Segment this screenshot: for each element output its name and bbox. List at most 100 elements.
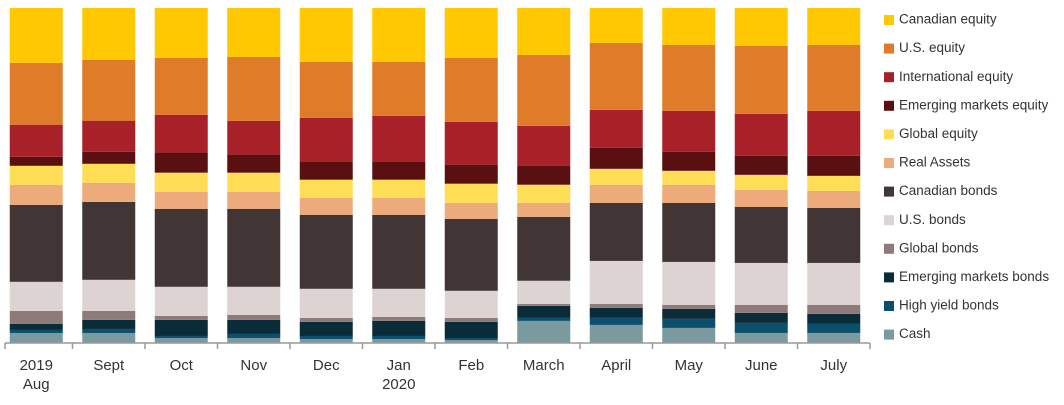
bar-segment (444, 8, 498, 58)
bar-segment (372, 214, 426, 289)
bar-segment (807, 44, 861, 111)
bar-segment (662, 261, 716, 305)
bar-segment (372, 115, 426, 162)
bar-segment (299, 179, 353, 198)
x-tick-label: Feb (458, 357, 485, 374)
bar-segment (299, 288, 353, 318)
bar-segment (372, 288, 426, 317)
bar-segment (227, 191, 281, 209)
bar-segment (82, 59, 136, 121)
bar-segment (444, 202, 498, 219)
bar-segment (154, 114, 208, 153)
bar-segment (662, 327, 716, 343)
bar-segment (444, 321, 498, 338)
bar-segment (82, 279, 136, 311)
bar-segment (299, 335, 353, 339)
bar-segment (734, 322, 788, 333)
bar-segment (444, 339, 498, 343)
legend-swatch (884, 43, 894, 54)
bar-segment (299, 321, 353, 336)
bar-segment (517, 216, 571, 281)
bar-segment (517, 305, 571, 318)
bar-segment (517, 280, 571, 304)
bar-segment (299, 8, 353, 62)
bar-segment (734, 304, 788, 313)
bar-segment (662, 110, 716, 152)
legend-label: Canadian bonds (899, 183, 998, 198)
bar-segment (227, 208, 281, 287)
bar-segment (517, 317, 571, 321)
legend-swatch (884, 301, 894, 311)
bar-segment (154, 191, 208, 209)
legend-label: Global bonds (899, 240, 979, 255)
bar-segment (227, 8, 281, 57)
legend-label: Cash (899, 326, 931, 341)
bar-segment (9, 329, 63, 333)
bar-segment (372, 161, 426, 180)
x-tick-label: Dec (312, 357, 340, 374)
bar-segment (517, 184, 571, 203)
bar-segment (589, 260, 643, 304)
bar-segment (807, 155, 861, 176)
bar-segment (372, 320, 426, 336)
bar-segment (589, 109, 643, 148)
bar-segment (9, 184, 63, 205)
x-tick-label: 2019 Aug (19, 357, 53, 393)
bar-segment (9, 323, 63, 330)
x-tick-label: April (601, 357, 632, 374)
bar-segment (589, 324, 643, 343)
bar-segment (9, 310, 63, 324)
bar-segment (154, 337, 208, 343)
bar-segment (154, 286, 208, 316)
bar-segment (154, 208, 208, 287)
bar-segment (444, 317, 498, 322)
bar-segment (227, 314, 281, 320)
bar-segment (299, 117, 353, 162)
bar-segment (227, 56, 281, 121)
bar-segment (662, 202, 716, 262)
bar-segment (807, 323, 861, 333)
bar-segment (807, 8, 861, 45)
bar-segment (299, 197, 353, 215)
x-tick-label: March (522, 357, 565, 374)
x-tick-label: June (744, 357, 778, 374)
bar-segment (9, 62, 63, 125)
bar-segment (589, 168, 643, 185)
bar-segment (734, 8, 788, 46)
bar-segment (82, 163, 136, 183)
bar-segment (662, 318, 716, 328)
legend-swatch (884, 186, 894, 197)
bar-segment (734, 262, 788, 305)
bar-segment (444, 218, 498, 291)
bar-segment (82, 319, 136, 329)
x-tick-label: July (820, 357, 848, 374)
legend-label: U.S. equity (899, 40, 965, 55)
legend-label: Global equity (899, 126, 978, 141)
bar-segment (372, 338, 426, 343)
bar-segment (154, 152, 208, 173)
bar-segment (227, 154, 281, 173)
bar-segment (517, 8, 571, 55)
bar-segment (734, 189, 788, 207)
bar-segment (444, 121, 498, 165)
bar-segment (82, 8, 136, 60)
bar-segment (734, 312, 788, 323)
bar-segment (807, 207, 861, 263)
bar-segment (372, 8, 426, 62)
bar-segment (734, 332, 788, 343)
bar-segment (589, 202, 643, 261)
legend-swatch (884, 15, 894, 25)
bar-segment (299, 161, 353, 180)
bar-segment (662, 308, 716, 319)
bar-segment (372, 197, 426, 215)
bar-segment (299, 317, 353, 322)
legend-swatch (884, 100, 894, 111)
legend-swatch (884, 215, 894, 226)
bar-segment (734, 206, 788, 263)
bar-segment (227, 333, 281, 338)
legend-label: Real Assets (899, 155, 971, 170)
bar-segment (589, 307, 643, 318)
legend-swatch (884, 272, 894, 283)
bar-segment (734, 45, 788, 114)
